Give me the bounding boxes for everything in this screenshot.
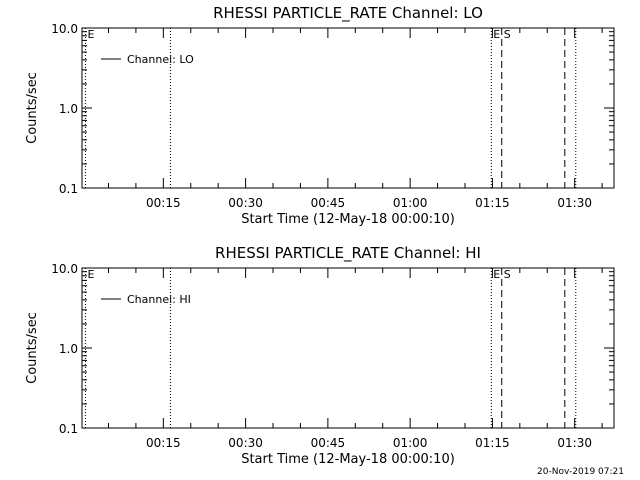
panel-1-x-tick-label: 01:15	[475, 196, 510, 210]
panel-1-y-tick-label: 1.0	[59, 102, 78, 116]
panel-1-x-tick-label: 01:30	[557, 196, 592, 210]
panel-1-chart-title: RHESSI PARTICLE_RATE Channel: LO	[213, 4, 483, 23]
panel-2-event-label-E: E	[87, 268, 94, 281]
panel-1-event-label-E: E	[493, 28, 500, 41]
panel-1-y-axis-title: Counts/sec	[25, 72, 40, 144]
panel-1-y-tick-label: 10.0	[51, 22, 78, 36]
footer-timestamp: 20-Nov-2019 07:21	[537, 467, 624, 477]
panel-2-y-tick-label: 0.1	[59, 422, 78, 436]
panel-2-x-tick-label: 00:45	[311, 436, 346, 450]
panel-2-plot-frame	[81, 267, 615, 429]
panel-2-x-tick-label: 00:30	[228, 436, 263, 450]
panel-2-x-tick-label: 01:15	[475, 436, 510, 450]
panel-2-x-tick-label: 01:30	[557, 436, 592, 450]
panel-2-x-axis-title: Start Time (12-May-18 00:00:10)	[241, 452, 455, 467]
panel-1-y-tick-label: 0.1	[59, 182, 78, 196]
panel-2-x-tick-label: 00:15	[146, 436, 181, 450]
panel-1-x-tick-label: 00:15	[146, 196, 181, 210]
panel-2-x-tick-label: 01:00	[393, 436, 428, 450]
panel-1-x-axis-title: Start Time (12-May-18 00:00:10)	[241, 212, 455, 227]
panel-2-y-tick-label: 10.0	[51, 262, 78, 276]
panel-1-legend-label: Channel: LO	[127, 53, 194, 66]
panel-2-chart-title: RHESSI PARTICLE_RATE Channel: HI	[215, 244, 481, 263]
panel-1-event-label-S: S	[504, 28, 511, 41]
panel-2-y-tick-label: 1.0	[59, 342, 78, 356]
panel-2-event-label-S: S	[504, 268, 511, 281]
panel-1-x-tick-label: 00:30	[228, 196, 263, 210]
panel-1-event-label-E: E	[87, 28, 94, 41]
panel-2-y-axis-title: Counts/sec	[25, 312, 40, 384]
panel-2-legend-label: Channel: HI	[127, 293, 191, 306]
panel-1-x-tick-label: 00:45	[311, 196, 346, 210]
panel-1-x-tick-label: 01:00	[393, 196, 428, 210]
panel-2-event-label-E: E	[493, 268, 500, 281]
panel-1-plot-frame	[81, 27, 615, 189]
